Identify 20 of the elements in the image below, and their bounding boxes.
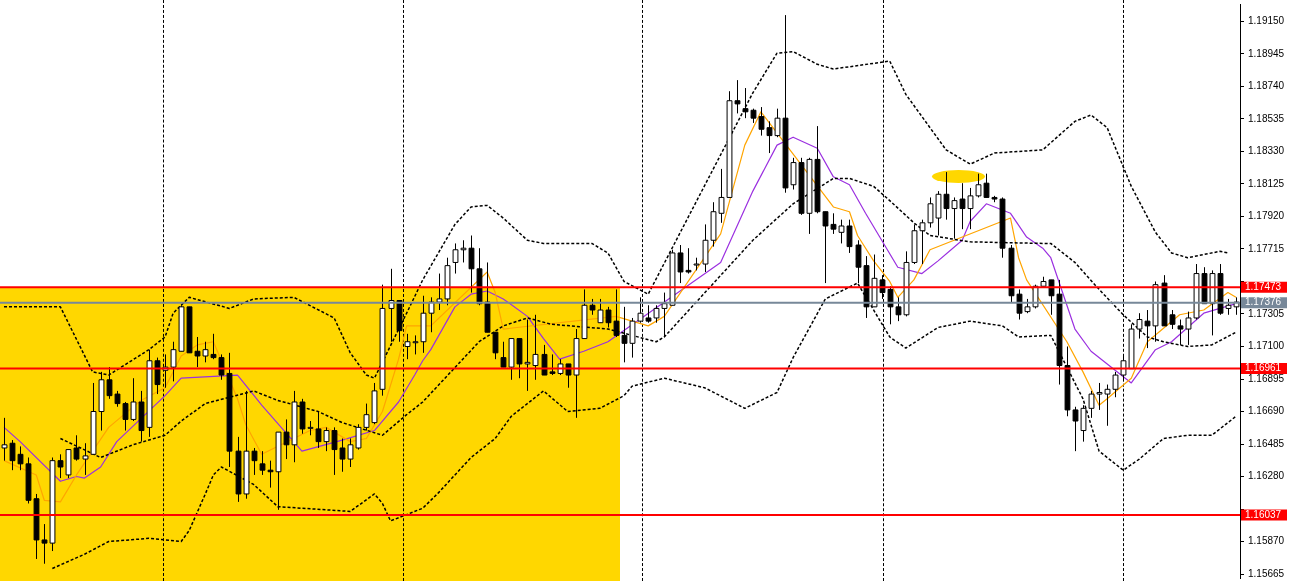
y-tick-label: 1.18945 (1248, 47, 1285, 59)
y-tick-label: 1.15870 (1248, 535, 1285, 547)
y-tick-label: 1.16485 (1248, 437, 1285, 449)
y-tick-label: 1.17100 (1248, 340, 1285, 352)
ref-line-label: 1.17376 (1245, 296, 1282, 308)
y-tick-label: 1.15665 (1248, 567, 1285, 579)
y-tick-label: 1.19150 (1248, 15, 1285, 27)
y-tick-label: 1.18535 (1248, 112, 1285, 124)
ref-line-label: 1.17473 (1245, 281, 1282, 293)
y-tick-label: 1.16690 (1248, 405, 1285, 417)
y-tick-label: 1.17715 (1248, 242, 1285, 254)
y-tick-label: 1.17920 (1248, 210, 1285, 222)
ref-line-label: 1.16961 (1245, 362, 1282, 374)
ref-line-label: 1.16037 (1245, 508, 1282, 520)
y-tick-label: 1.18330 (1248, 145, 1285, 157)
y-tick-label: 1.16895 (1248, 372, 1285, 384)
y-tick-label: 1.17305 (1248, 307, 1285, 319)
y-tick-label: 1.18740 (1248, 80, 1285, 92)
y-tick-label: 1.16280 (1248, 470, 1285, 482)
y-tick-label: 1.18125 (1248, 177, 1285, 189)
